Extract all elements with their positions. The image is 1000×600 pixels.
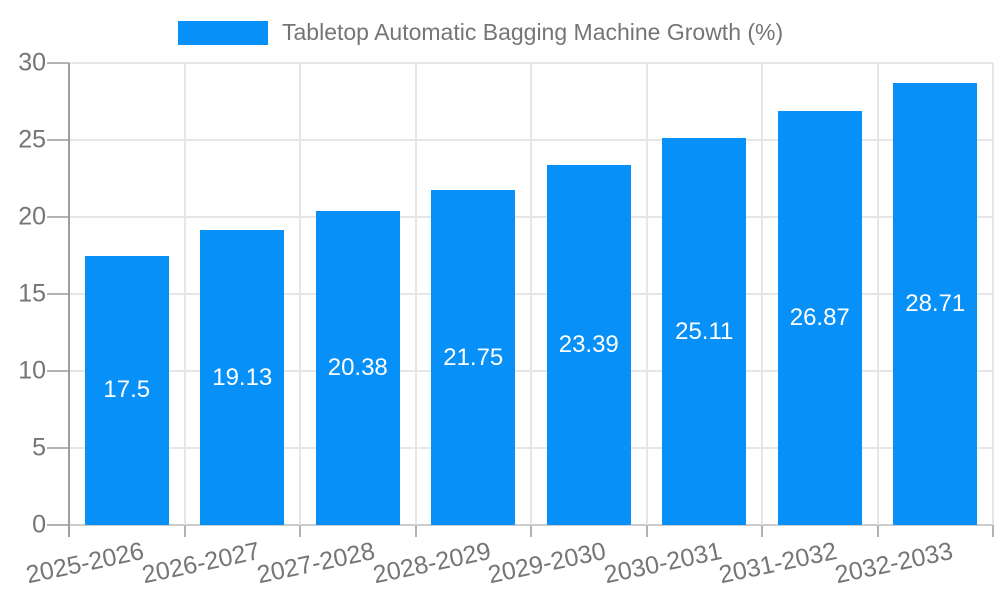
bar-value-label: 25.11 [675,317,734,345]
x-axis-label: 2028-2029 [370,537,494,590]
x-axis-tick [414,525,417,537]
gridline-vertical [414,63,417,525]
gridline-vertical [183,63,186,525]
legend: Tabletop Automatic Bagging Machine Growt… [178,19,783,46]
x-axis-tick [530,525,532,537]
x-axis-tick [876,525,879,537]
gridline-vertical [299,63,301,525]
x-axis-label: 2030-2031 [601,537,725,590]
x-axis-tick [299,525,301,537]
y-axis-tick [47,62,69,64]
bar-value-label: 17.5 [103,376,151,404]
legend-swatch [178,20,268,45]
y-axis-tick [47,139,69,141]
bar-2032-2033[interactable] [893,82,978,525]
bar-value-label: 26.87 [789,304,850,332]
x-axis-label: 2031-2032 [716,537,840,590]
bar-2029-2030[interactable] [546,164,631,525]
bar-value-label: 28.71 [905,289,966,317]
bar-value-label: 21.75 [443,343,504,371]
y-axis-label: 0 [32,510,46,539]
bar-2027-2028[interactable] [315,211,400,525]
bar-value-label: 19.13 [212,363,273,391]
x-axis-label: 2027-2028 [254,537,378,590]
x-axis-tick [645,525,648,537]
bar-2030-2031[interactable] [662,138,747,525]
gridline-vertical [992,63,994,525]
gridline-vertical [645,63,648,525]
y-axis-label: 15 [18,279,46,308]
x-axis-tick [761,525,763,537]
y-axis-label: 10 [18,356,46,385]
gridline-vertical [876,63,879,525]
y-axis-tick [47,293,69,295]
x-axis-label: 2025-2026 [23,537,147,590]
legend-label: Tabletop Automatic Bagging Machine Growt… [282,19,784,45]
bar-value-label: 20.38 [327,354,388,382]
y-axis-tick [47,216,69,218]
gridline-vertical [761,63,763,525]
bar-2026-2027[interactable] [200,230,285,525]
y-axis-line [68,63,70,537]
bar-2025-2026[interactable] [84,255,169,525]
x-axis-label: 2029-2030 [485,537,609,590]
y-axis-label: 30 [18,48,46,77]
y-axis-tick [47,370,69,372]
x-axis-tick [183,525,186,537]
gridline-vertical [530,63,532,525]
bar-value-label: 23.39 [558,330,619,358]
bar-2031-2032[interactable] [777,111,862,525]
y-axis-tick [47,447,69,449]
x-axis-tick [992,525,994,537]
y-axis-label: 5 [32,433,46,462]
bar-2028-2029[interactable] [431,190,516,525]
x-axis-label: 2026-2027 [139,537,263,590]
y-axis-label: 25 [18,125,46,154]
y-axis-tick [47,524,69,526]
x-axis-label: 2032-2033 [832,537,956,590]
y-axis-label: 20 [18,202,46,231]
